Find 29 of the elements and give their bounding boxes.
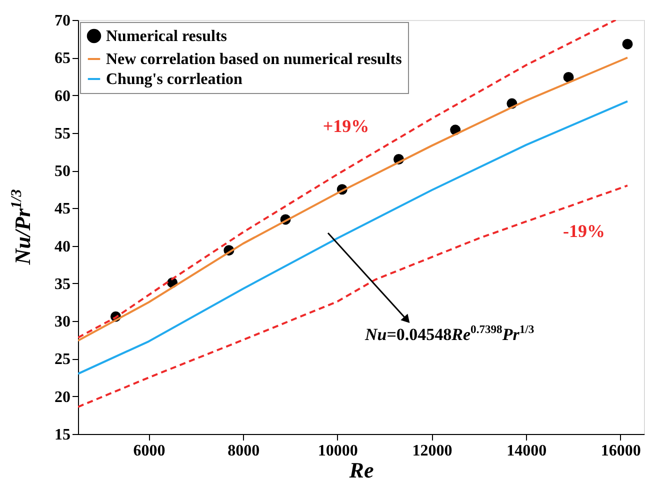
point bbox=[563, 72, 574, 82]
x-tick-label: 10000 bbox=[318, 442, 358, 460]
y-tick-label: 40 bbox=[54, 238, 70, 256]
legend-label: Numerical results bbox=[106, 28, 228, 45]
point bbox=[622, 38, 633, 50]
legend-label: New correlation based on numerical results bbox=[106, 51, 402, 68]
line-series bbox=[78, 100, 628, 375]
y-tick-label: 55 bbox=[54, 125, 70, 142]
y-axis-title: Nu/Pr1/3 bbox=[9, 188, 35, 266]
annotation: -19% bbox=[563, 221, 605, 241]
x-tick-label: 6000 bbox=[133, 442, 166, 460]
annotation: +19% bbox=[322, 116, 370, 136]
y-tick-label: 65 bbox=[54, 50, 70, 68]
x-tick-label: 8000 bbox=[228, 442, 260, 460]
y-tick-label: 20 bbox=[54, 388, 70, 406]
y-tick-label: 15 bbox=[54, 426, 70, 444]
y-tick-label: 45 bbox=[54, 200, 70, 218]
y-tick-label: 70 bbox=[54, 12, 70, 30]
x-tick-label: 16000 bbox=[600, 442, 641, 460]
x-axis-title: Re bbox=[348, 458, 374, 482]
y-tick-label: 35 bbox=[54, 276, 70, 293]
line-series bbox=[78, 184, 628, 408]
x-tick-label: 12000 bbox=[412, 442, 452, 460]
y-tick-label: 25 bbox=[54, 351, 70, 368]
legend-label: Chung's corrleation bbox=[106, 71, 243, 88]
y-tick-label: 30 bbox=[54, 314, 70, 331]
y-tick-label: 60 bbox=[54, 88, 70, 105]
y-tick-label: 50 bbox=[54, 163, 70, 180]
x-tick-label: 14000 bbox=[506, 442, 547, 460]
